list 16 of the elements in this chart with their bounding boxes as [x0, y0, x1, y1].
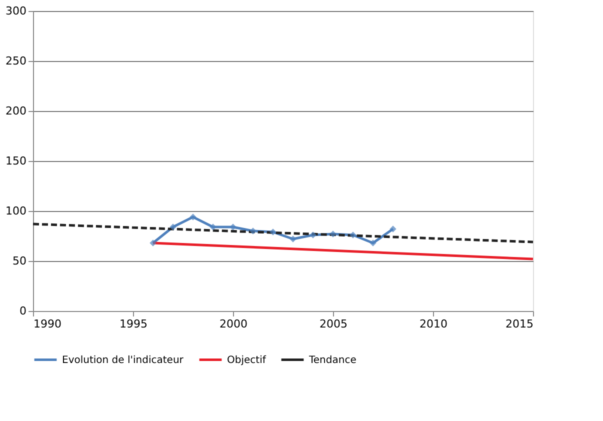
legend-label: Tendance	[308, 354, 356, 366]
x-tick-label: 2000	[220, 318, 248, 330]
y-tick-label: 100	[6, 204, 26, 218]
x-tick-label: 1995	[120, 318, 148, 330]
legend-label: Evolution de l'indicateur	[62, 354, 184, 366]
y-tick-label: 300	[6, 4, 26, 18]
y-tick-label: 250	[6, 54, 26, 68]
y-tick-label: 0	[20, 304, 26, 318]
y-tick-label: 200	[6, 104, 26, 118]
y-tick-label: 50	[12, 254, 26, 268]
x-tick-label: 2015	[506, 318, 534, 330]
y-tick-label: 150	[6, 154, 26, 168]
x-tick-label: 2005	[320, 318, 348, 330]
legend-label: Objectif	[227, 354, 266, 366]
x-tick-label: 2010	[420, 318, 448, 330]
x-tick-label: 1990	[34, 318, 62, 330]
